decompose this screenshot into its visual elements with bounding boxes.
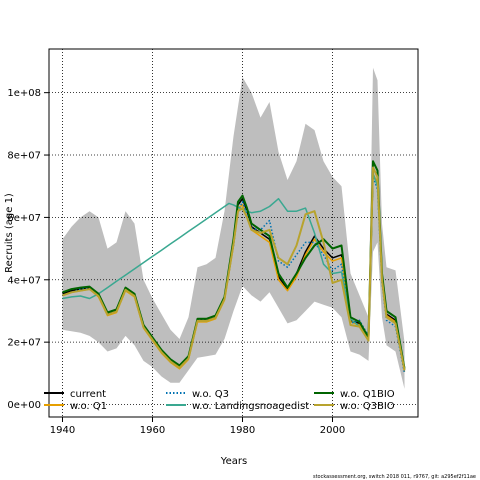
legend-item: w.o. Landingsnoagedist <box>166 401 309 412</box>
y-tick-label: 1e+08 <box>7 88 41 99</box>
y-tick-label: 8e+07 <box>7 151 41 162</box>
y-tick-label: 6e+07 <box>7 213 41 224</box>
legend-label: w.o. Q1 <box>70 401 107 412</box>
legend-label: w.o. Q1BIO <box>340 389 395 400</box>
footer-credit: stockassessment.org, switch 2018 011, r9… <box>313 474 476 480</box>
x-tick-label: 2000 <box>320 425 345 436</box>
x-axis: 1940 1960 1980 2000 <box>50 417 345 436</box>
legend-label: w.o. Q3BIO <box>340 401 395 412</box>
legend-item: w.o. Q1BIO <box>314 389 395 400</box>
confidence-band-layer <box>62 67 405 389</box>
legend-item: w.o. Q3 <box>166 389 229 400</box>
series-line-w-o-q3 <box>62 176 406 374</box>
x-axis-title: Years <box>220 456 247 467</box>
x-tick-label: 1960 <box>140 425 165 436</box>
legend-label: current <box>70 389 106 400</box>
x-tick-label: 1980 <box>230 425 255 436</box>
y-tick-label: 0e+00 <box>7 400 41 411</box>
grid-layer <box>49 49 418 417</box>
series-layer <box>62 160 406 374</box>
legend-item: w.o. Q3BIO <box>314 401 395 412</box>
legend-item: w.o. Q1 <box>44 401 107 412</box>
y-tick-label: 2e+07 <box>7 338 41 349</box>
confidence-band <box>62 67 405 389</box>
legend-label: w.o. Landingsnoagedist <box>192 401 309 412</box>
series-line-w-o-q1bio <box>62 160 406 369</box>
x-tick-label: 1940 <box>50 425 75 436</box>
plot-frame <box>48 48 419 418</box>
legend-label: w.o. Q3 <box>192 389 229 400</box>
series-line-w-o-q3bio <box>62 166 406 371</box>
y-tick-label: 4e+07 <box>7 275 41 286</box>
y-axis-title: Recruits (age 1) <box>4 193 15 273</box>
legend-item: current <box>44 389 106 400</box>
